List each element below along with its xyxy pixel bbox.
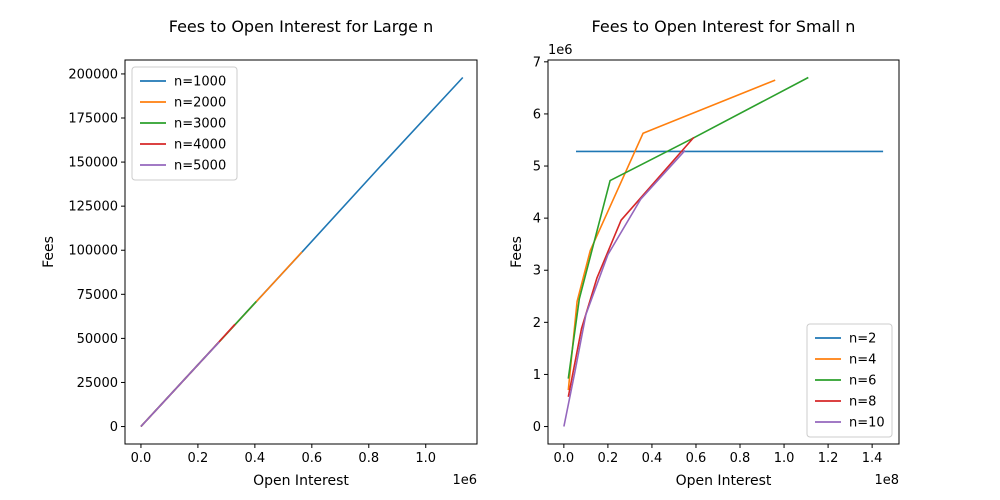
x-tick-label: 0.8 [730, 451, 751, 466]
legend-entry: n=10 [849, 416, 885, 431]
legend: n=2 n=4 n=6 n=8 n=10 [806, 323, 893, 438]
x-tick-label: 0.2 [188, 451, 209, 466]
series-line-n-8 [567, 136, 695, 397]
legend-entry: n=4 [849, 353, 876, 368]
y-tick-label: 4 [533, 212, 541, 227]
series-group [140, 76, 464, 428]
x-offset-label: 1e6 [452, 473, 477, 488]
y-tick-label: 3 [533, 264, 541, 279]
legend-box [806, 323, 893, 438]
legend-entry: n=6 [849, 374, 876, 389]
chart-large-n: Fees to Open Interest for Large n 0.0 0.2 0… [41, 17, 478, 489]
legend-box [131, 66, 238, 181]
y-tick-label: 1 [533, 368, 541, 383]
x-tick-label: 1.2 [818, 451, 839, 466]
chart-title: Fees to Open Interest for Small n [592, 17, 856, 36]
y-tick-label: 200000 [68, 67, 118, 82]
x-axis-label: Open Interest [676, 473, 772, 489]
x-tick-label: 0.4 [642, 451, 663, 466]
y-offset-label: 1e6 [548, 43, 573, 58]
y-tick-label: 2 [533, 316, 541, 331]
y-axis-label: Fees [41, 236, 57, 268]
x-tick-label: 0.4 [245, 451, 266, 466]
legend-entry: n=5000 [174, 159, 226, 174]
legend-entry: n=4000 [174, 138, 226, 153]
x-tick-label: 0.8 [358, 451, 379, 466]
y-tick-label: 0 [110, 420, 118, 435]
x-tick-label: 0.6 [301, 451, 322, 466]
y-tick-label: 175000 [68, 112, 118, 127]
y-tick-label: 150000 [68, 156, 118, 171]
legend: n=1000 n=2000 n=3000 n=4000 n=5000 [131, 66, 238, 181]
x-tick-label: 0.6 [686, 451, 707, 466]
x-offset-label: 1e8 [874, 473, 899, 488]
y-tick-label: 125000 [68, 200, 118, 215]
x-tick-label: 1.0 [774, 451, 795, 466]
series-line-n-5000 [140, 341, 220, 428]
y-tick-label: 100000 [68, 244, 118, 259]
x-tick-label: 0.0 [131, 451, 152, 466]
y-tick-label: 75000 [77, 288, 118, 303]
x-tick-label: 1.4 [862, 451, 883, 466]
y-tick-label: 50000 [77, 332, 118, 347]
x-axis-label: Open Interest [253, 473, 349, 489]
legend-entry: n=8 [849, 395, 876, 410]
axes-frame [547, 59, 900, 445]
x-tick-label: 0.0 [554, 451, 575, 466]
chart-title: Fees to Open Interest for Large n [169, 17, 433, 36]
y-tick-label: 7 [533, 55, 541, 70]
series-line-n-10 [563, 149, 686, 427]
y-tick-label: 25000 [77, 376, 118, 391]
axes-frame [124, 59, 478, 445]
series-line-n-6 [567, 76, 809, 379]
chart-small-n: Fees to Open Interest for Small n 0.0 0.2 0… [509, 17, 900, 489]
legend-entry: n=3000 [174, 117, 226, 132]
legend-entry: n=1000 [174, 75, 226, 90]
series-group [563, 76, 884, 427]
x-tick-label: 0.2 [598, 451, 619, 466]
y-tick-label: 5 [533, 160, 541, 175]
y-tick-label: 0 [533, 420, 541, 435]
legend-entry: n=2 [849, 332, 876, 347]
legend-entry: n=2000 [174, 96, 226, 111]
y-axis-label: Fees [509, 236, 525, 268]
y-tick-label: 6 [533, 107, 541, 122]
x-tick-label: 1.0 [415, 451, 436, 466]
